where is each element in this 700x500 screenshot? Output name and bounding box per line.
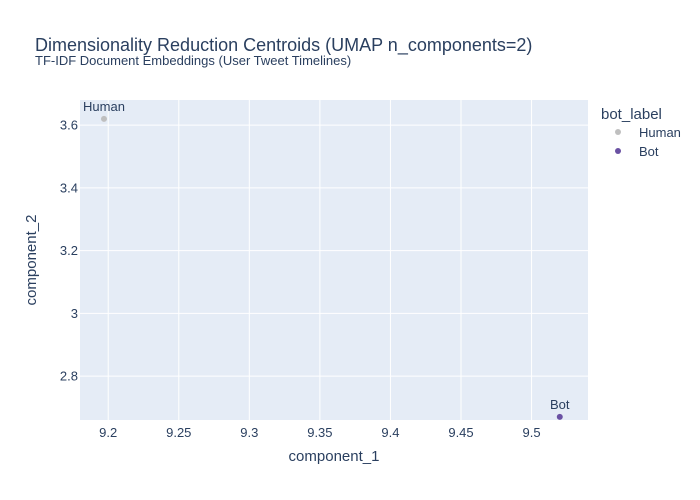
point-label-human: Human [83,99,125,114]
y-tick-label: 3.6 [60,118,78,133]
x-tick-label: 9.4 [381,425,399,440]
y-tick-label: 3.4 [60,180,78,195]
legend: bot_label Human Bot [601,106,681,159]
chart-title: Dimensionality Reduction Centroids (UMAP… [35,35,532,56]
legend-marker-human[interactable] [615,129,621,135]
chart-subtitle: TF-IDF Document Embeddings (User Tweet T… [35,53,351,68]
plot-area [80,100,588,420]
legend-label-bot[interactable]: Bot [639,144,659,159]
x-tick-label: 9.25 [166,425,191,440]
legend-label-human[interactable]: Human [639,125,681,140]
legend-title: bot_label [601,106,662,123]
x-tick-label: 9.5 [523,425,541,440]
data-point-bot[interactable] [556,413,563,420]
data-point-human[interactable] [100,115,107,122]
x-tick-label: 9.3 [240,425,258,440]
y-tick-label: 3.2 [60,243,78,258]
x-axis-ticks: 9.2 9.25 9.3 9.35 9.4 9.45 9.5 [99,425,540,440]
y-tick-label: 2.8 [60,369,78,384]
point-label-bot: Bot [550,397,570,412]
x-tick-label: 9.35 [307,425,332,440]
x-tick-label: 9.2 [99,425,117,440]
gridlines [80,100,588,420]
y-axis-title: component_2 [23,215,40,306]
y-axis-ticks: 2.8 3 3.2 3.4 3.6 [60,118,78,384]
x-tick-label: 9.45 [448,425,473,440]
y-tick-label: 3 [71,306,78,321]
x-axis-title: component_1 [289,448,380,465]
legend-marker-bot[interactable] [615,148,621,154]
scatter-points: Human Bot [83,99,570,420]
